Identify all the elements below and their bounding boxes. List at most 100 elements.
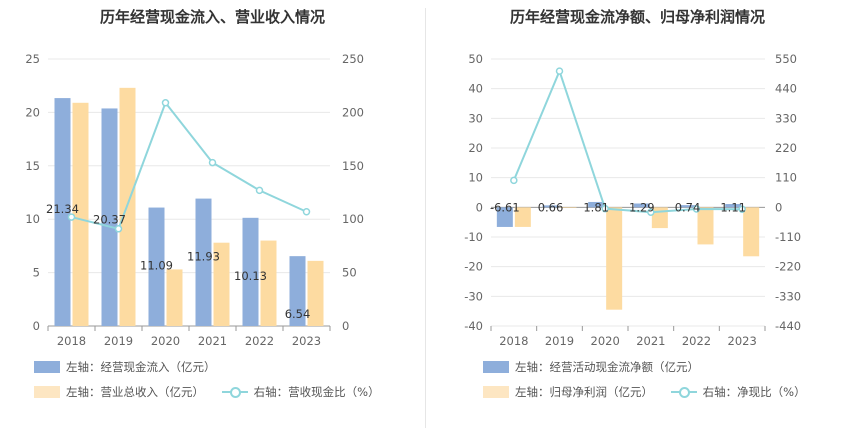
legend-row-2: 左轴：营业总收入（亿元） 右轴：营收现金比（%） [34, 384, 394, 401]
bar-value-label: 0.74 [675, 200, 701, 214]
x-tick-label: 2023 [292, 334, 321, 348]
x-tick-label: 2018 [57, 334, 86, 348]
bar-secondary [72, 102, 89, 327]
right-chart-svg: -40 -30 -20 -10 0 10 20 30 40 50 -440 -330 -220 -110 0… [464, 52, 801, 348]
y-left-tick-label: -40 [464, 319, 483, 333]
x-tick-label: 2020 [591, 334, 620, 348]
bar-value-label: 6.54 [285, 307, 311, 321]
legend-label: 左轴：经营现金流入（亿元） [66, 360, 216, 374]
y-left-tick-label: -30 [464, 289, 483, 303]
bar-secondary [514, 207, 531, 227]
x-tick-label: 2021 [198, 334, 227, 348]
y-right-tick-label: -440 [775, 319, 801, 333]
legend-row-2: 左轴：归母净利润（亿元） 右轴：净现比（%） [483, 384, 820, 401]
x-tick-label: 2022 [245, 334, 274, 348]
y-right-tick-label: 220 [775, 141, 797, 155]
legend-item[interactable]: 右轴：净现比（%） [670, 384, 806, 400]
y-left-tick-label: 15 [25, 159, 40, 173]
y-right-tick-label: 200 [342, 105, 364, 119]
y-right-tick-label: 50 [342, 266, 357, 280]
panel-divider [425, 8, 426, 428]
legend-item[interactable]: 左轴：经营现金流入（亿元） [34, 359, 216, 375]
legend-label: 右轴：净现比（%） [702, 385, 806, 399]
bar-primary [54, 98, 71, 326]
legend-item[interactable]: 左轴：营业总收入（亿元） [34, 384, 204, 400]
bar-primary [588, 201, 605, 208]
legend-row-1: 左轴：经营活动现金流净额（亿元） [483, 359, 713, 376]
legend-item[interactable]: 左轴：经营活动现金流净额（亿元） [483, 359, 699, 375]
y-left-tick-label: 30 [468, 111, 483, 125]
bar-value-label: 1.29 [629, 200, 655, 214]
y-left-tick-label: 20 [468, 141, 483, 155]
bar-secondary [166, 269, 183, 326]
ratio-point [692, 205, 701, 213]
bar-primary [496, 207, 513, 227]
bar-primary [725, 204, 742, 208]
bar-secondary [307, 260, 324, 326]
x-tick-label: 2019 [545, 334, 574, 348]
y-right-tick-label: 330 [775, 111, 797, 125]
bar-value-label: 1.11 [720, 200, 746, 214]
y-right-tick-label: 150 [342, 159, 364, 173]
legend-item[interactable]: 左轴：归母净利润（亿元） [483, 384, 653, 400]
y-right-tick-label: 250 [342, 52, 364, 66]
bar-primary [148, 207, 165, 326]
legend-item[interactable]: 右轴：营收现金比（%） [221, 384, 380, 400]
ratio-point [555, 67, 564, 75]
bar-value-label: -6.61 [490, 200, 520, 214]
ratio-point [738, 205, 746, 213]
ratio-line [71, 100, 307, 230]
chart-title: 历年经营现金流入、营业收入情况 [99, 8, 325, 26]
y-right-tick-label: 550 [775, 52, 797, 66]
legend-label: 右轴：营收现金比（%） [253, 385, 380, 399]
y-right-tick-label: 0 [342, 319, 349, 333]
bar-secondary [743, 207, 760, 257]
bar-value-label: 11.93 [187, 250, 220, 264]
y-left-tick-label: 10 [25, 212, 40, 226]
bar-primary [679, 205, 696, 208]
x-tick-label: 2020 [151, 334, 180, 348]
y-left-tick-label: 50 [468, 52, 483, 66]
ratio-point [161, 99, 170, 107]
bar-value-label: 0.66 [538, 200, 564, 214]
bar-primary [242, 217, 259, 326]
bar-secondary [697, 207, 714, 245]
legend-label: 左轴：经营活动现金流净额（亿元） [515, 360, 699, 374]
x-tick-label: 2022 [682, 334, 711, 348]
chart-title: 历年经营现金流净额、归母净利润情况 [509, 8, 765, 26]
bar-primary [101, 108, 118, 327]
bar-primary [289, 256, 306, 326]
ratio-point [647, 208, 655, 216]
y-right-tick-label: 0 [775, 200, 782, 214]
legend-swatch [34, 361, 60, 373]
bar-primary [542, 205, 559, 208]
right-chart-panel: 历年经营现金流净额、归母净利润情况 -40 -30 -20 -10 0 10 20 30 40 5… [425, 0, 850, 437]
legend-swatch [483, 386, 509, 398]
y-right-tick-label: -330 [775, 289, 801, 303]
y-right-tick-label: 100 [342, 212, 364, 226]
ratio-point [208, 158, 217, 167]
x-tick-label: 2019 [104, 334, 133, 348]
bar-secondary [560, 207, 577, 208]
left-chart-panel: 历年经营现金流入、营业收入情况 0 5 10 15 20 25 0 50 100 150 200 25… [25, 8, 394, 401]
y-left-tick-label: 10 [468, 171, 483, 185]
y-left-tick-label: 25 [25, 52, 40, 66]
y-right-tick-label: -110 [775, 230, 801, 244]
bar-primary [633, 203, 650, 208]
ratio-point [302, 207, 311, 216]
x-tick-label: 2018 [499, 334, 528, 348]
legend-swatch [483, 361, 509, 373]
legend-label: 左轴：营业总收入（亿元） [66, 385, 204, 399]
x-tick-label: 2021 [636, 334, 665, 348]
bar-value-label: 21.34 [46, 202, 79, 216]
y-left-tick-label: 0 [33, 319, 40, 333]
ratio-point [510, 176, 518, 185]
bar-value-label: 10.13 [234, 269, 267, 283]
y-left-tick-label: 0 [476, 200, 483, 214]
bar-value-label: 20.37 [93, 212, 126, 226]
y-right-tick-label: -220 [775, 260, 801, 274]
y-left-tick-label: -20 [464, 260, 483, 274]
bar-secondary [606, 207, 623, 310]
bar-secondary [260, 240, 277, 326]
y-right-tick-label: 440 [775, 82, 797, 96]
